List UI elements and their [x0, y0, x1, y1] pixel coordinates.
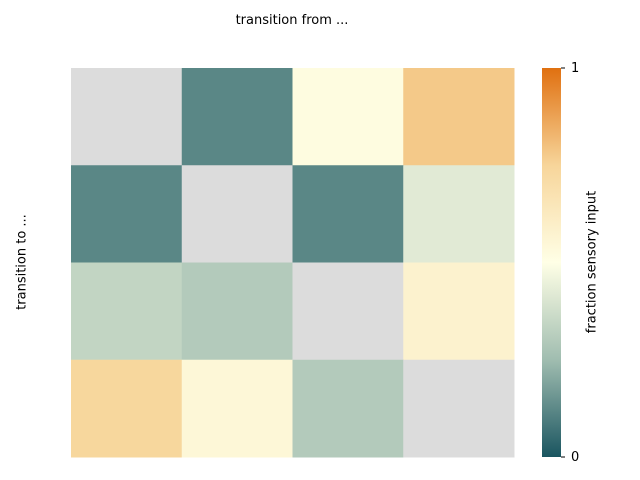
- heatmap-cell-r3-c1: [182, 360, 293, 458]
- y-axis-label: transition to ...: [15, 214, 30, 310]
- heatmap-cell-r2-c0: [71, 263, 182, 361]
- heatmap-cell-r1-c3: [403, 165, 514, 263]
- heatmap-cells: [71, 68, 515, 458]
- colorbar-ticks: [561, 68, 565, 457]
- chart-title: transition from ...: [0, 13, 584, 28]
- heatmap-cell-r0-c0: [71, 68, 182, 166]
- heatmap-cell-r3-c2: [293, 360, 404, 458]
- heatmap-cell-r1-c1: [182, 165, 293, 263]
- heatmap-cell-r3-c0: [71, 360, 182, 458]
- heatmap-cell-r0-c1: [182, 68, 293, 166]
- colorbar-max-tick-label: 1: [571, 61, 579, 76]
- colorbar-min-tick-label: 0: [571, 450, 579, 465]
- heatmap-cell-r1-c2: [293, 165, 404, 263]
- heatmap-cell-r2-c1: [182, 263, 293, 361]
- colorbar: [542, 68, 561, 457]
- heatmap-cell-r0-c2: [293, 68, 404, 166]
- heatmap-cell-r2-c3: [403, 263, 514, 361]
- heatmap-cell-r3-c3: [403, 360, 514, 458]
- heatmap-cell-r0-c3: [403, 68, 514, 166]
- heatmap-cell-r2-c2: [293, 263, 404, 361]
- colorbar-label: fraction sensory input: [585, 191, 600, 333]
- heatmap-cell-r1-c0: [71, 165, 182, 263]
